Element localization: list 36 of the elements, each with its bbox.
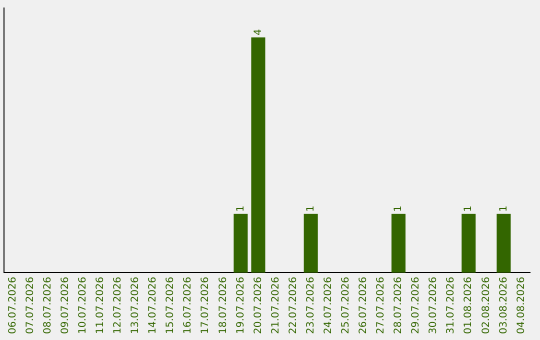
data-label: 1 <box>463 206 474 212</box>
data-label: 1 <box>235 206 246 212</box>
x-tick-label: 01.08.2026 <box>463 276 474 334</box>
data-label: 4 <box>252 29 264 36</box>
x-tick-label: 22.07.2026 <box>288 276 299 334</box>
x-tick-label: 16.07.2026 <box>182 276 194 334</box>
x-tick-label: 26.07.2026 <box>358 276 370 334</box>
x-tick-label: 03.08.2026 <box>498 276 510 334</box>
x-tick-label: 24.07.2026 <box>322 276 334 334</box>
x-tick-label: 07.07.2026 <box>24 276 36 334</box>
x-tick-label: 08.07.2026 <box>42 276 54 334</box>
data-label: 1 <box>393 206 404 212</box>
x-tick-label: 18.07.2026 <box>218 276 229 334</box>
data-label: 1 <box>498 206 510 212</box>
x-tick-label: 04.08.2026 <box>516 276 527 334</box>
x-tick-label: 14.07.2026 <box>148 276 159 334</box>
x-tick-label: 02.08.2026 <box>480 276 492 334</box>
x-tick-label: 25.07.2026 <box>340 276 352 334</box>
x-tick-label: 06.07.2026 <box>7 276 18 334</box>
x-tick-label: 13.07.2026 <box>130 276 142 334</box>
x-tick-label: 30.07.2026 <box>428 276 440 334</box>
x-tick-label: 12.07.2026 <box>112 276 124 334</box>
x-tick-label: 19.07.2026 <box>235 276 246 334</box>
data-label: 1 <box>305 206 316 212</box>
x-tick-label: 28.07.2026 <box>393 276 404 334</box>
x-tick-label: 15.07.2026 <box>165 276 176 334</box>
x-tick-label: 23.07.2026 <box>305 276 316 334</box>
x-tick-label: 09.07.2026 <box>60 276 71 334</box>
x-tick-label: 11.07.2026 <box>95 276 106 334</box>
x-tick-label: 21.07.2026 <box>270 276 282 334</box>
x-tick-label: 10.07.2026 <box>77 276 88 334</box>
x-tick-label: 27.07.2026 <box>376 276 387 334</box>
x-tick-label: 20.07.2026 <box>252 276 264 334</box>
x-tick-label: 31.07.2026 <box>446 276 457 334</box>
x-tick-label: 17.07.2026 <box>200 276 212 334</box>
x-tick-label: 29.07.2026 <box>410 276 422 334</box>
